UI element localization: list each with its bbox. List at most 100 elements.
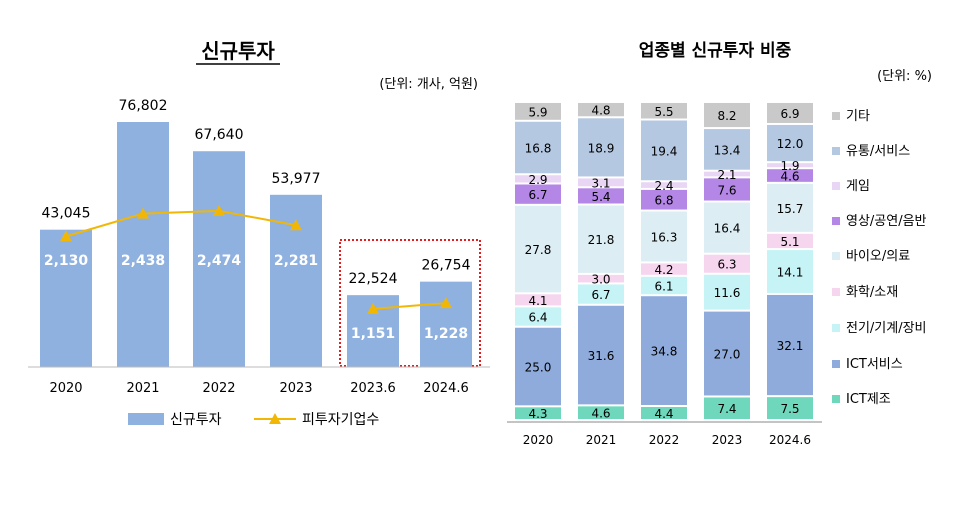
stack-segment [641, 406, 687, 419]
stack-segment [641, 211, 687, 262]
segment-label: 7.5 [780, 402, 799, 416]
stack-segment [704, 103, 750, 128]
x-tick-label: 2024.6 [423, 381, 469, 396]
bar [420, 281, 472, 367]
line-label: 1,151 [351, 326, 395, 342]
legend-swatch [832, 395, 840, 403]
stack-segment [704, 178, 750, 201]
stack-segment [767, 163, 813, 168]
legend-label: 영상/공연/음반 [846, 214, 927, 229]
segment-label: 6.7 [528, 188, 547, 202]
line-marker [213, 204, 225, 216]
x-tick-label: 2021 [586, 433, 617, 447]
segment-label: 4.8 [591, 104, 610, 118]
stack-segment [767, 169, 813, 182]
stack-segment [641, 189, 687, 210]
stack-segment [641, 182, 687, 188]
legend-label: ICT서비스 [846, 357, 903, 372]
bar-label: 43,045 [42, 206, 91, 222]
legend-label: 유통/서비스 [846, 144, 910, 159]
stack-segment [578, 103, 624, 117]
legend-swatch [832, 252, 840, 260]
legend-swatch [832, 112, 840, 120]
segment-label: 31.6 [588, 349, 615, 363]
stack-segment [578, 118, 624, 177]
segment-label: 11.6 [714, 286, 741, 300]
segment-label: 25.0 [525, 361, 552, 375]
segment-label: 6.1 [654, 280, 673, 294]
chart-title: 업종별 신규투자 비중 [639, 41, 792, 61]
segment-label: 2.1 [717, 168, 736, 182]
legend-label: 게임 [846, 179, 870, 194]
line-label: 2,474 [197, 253, 242, 269]
stack-segment [767, 294, 813, 396]
line-marker [290, 219, 302, 231]
stack-segment [515, 407, 561, 419]
segment-label: 3.0 [591, 273, 610, 287]
stack-segment [767, 183, 813, 232]
legend-label: 바이오/의료 [846, 249, 910, 264]
stack-segment [515, 327, 561, 406]
segment-label: 5.4 [591, 190, 610, 204]
stack-segment [767, 124, 813, 162]
segment-label: 6.3 [717, 258, 736, 272]
line-series [65, 209, 297, 238]
segment-label: 16.8 [525, 142, 552, 156]
segment-label: 4.2 [654, 263, 673, 277]
stack-segment [578, 274, 624, 283]
segment-label: 15.7 [777, 202, 804, 216]
legend-marker [269, 413, 281, 424]
segment-label: 18.9 [588, 141, 615, 155]
stack-segment [641, 120, 687, 181]
chart-title: 신규투자 [201, 39, 275, 63]
legend-label: ICT제조 [846, 392, 891, 407]
line-label: 1,228 [424, 326, 468, 342]
segment-label: 16.3 [651, 230, 678, 244]
segment-label: 3.1 [591, 176, 610, 190]
legend-swatch [832, 324, 840, 332]
segment-label: 4.1 [528, 294, 547, 308]
stack-segment [767, 103, 813, 123]
legend-swatch [832, 182, 840, 190]
legend-label: 화학/소재 [846, 285, 898, 300]
legend-swatch [832, 217, 840, 225]
stack-segment [578, 205, 624, 273]
bar-label: 26,754 [422, 258, 471, 274]
stack-segment [641, 103, 687, 119]
legend-swatch [832, 147, 840, 155]
x-tick-label: 2023 [712, 433, 743, 447]
segment-label: 27.0 [714, 348, 741, 362]
stack-segment [704, 171, 750, 177]
segment-label: 7.6 [717, 183, 736, 197]
bar-label: 53,977 [272, 171, 321, 187]
segment-label: 2.4 [654, 179, 673, 193]
unit-note: (단위: %) [877, 69, 932, 84]
bar [193, 151, 245, 367]
segment-label: 6.7 [591, 288, 610, 302]
stack-segment [704, 254, 750, 273]
bar-label: 67,640 [195, 127, 244, 143]
legend-swatch [832, 288, 840, 296]
stack-segment [641, 296, 687, 405]
bar-label: 22,524 [349, 271, 398, 287]
stack-segment [515, 307, 561, 326]
x-tick-label: 2022 [202, 381, 235, 396]
line-marker [137, 207, 149, 219]
segment-label: 27.8 [525, 243, 552, 257]
line-marker [60, 230, 72, 242]
segment-label: 14.1 [777, 266, 804, 280]
segment-label: 6.4 [528, 311, 547, 325]
stack-segment [767, 233, 813, 249]
stack-segment [767, 250, 813, 293]
segment-label: 12.0 [777, 137, 804, 151]
stack-segment [515, 294, 561, 306]
segment-label: 5.9 [528, 105, 547, 119]
legend-label: 피투자기업수 [302, 412, 379, 428]
stack-segment [641, 263, 687, 275]
stack-segment [515, 184, 561, 204]
stack-segment [578, 178, 624, 187]
legend-label: 기타 [846, 109, 870, 124]
highlight-box [339, 239, 481, 367]
